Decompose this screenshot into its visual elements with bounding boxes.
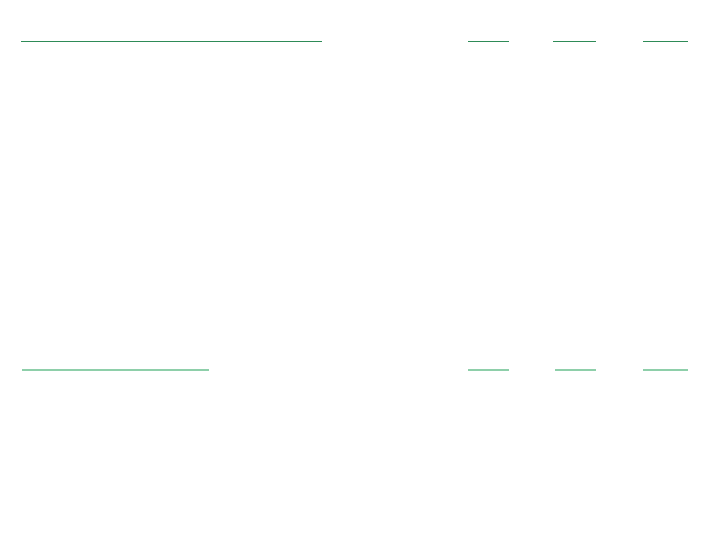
row-column-3-rule: [554, 369, 597, 371]
header-column-1-rule: [20, 41, 323, 42]
header-column-2-rule: [468, 41, 510, 42]
row-column-1-rule: [22, 369, 210, 371]
row-column-4-rule: [642, 369, 689, 371]
header-column-3-rule: [553, 41, 597, 42]
row-column-2-rule: [468, 369, 510, 371]
header-column-4-rule: [642, 41, 689, 42]
